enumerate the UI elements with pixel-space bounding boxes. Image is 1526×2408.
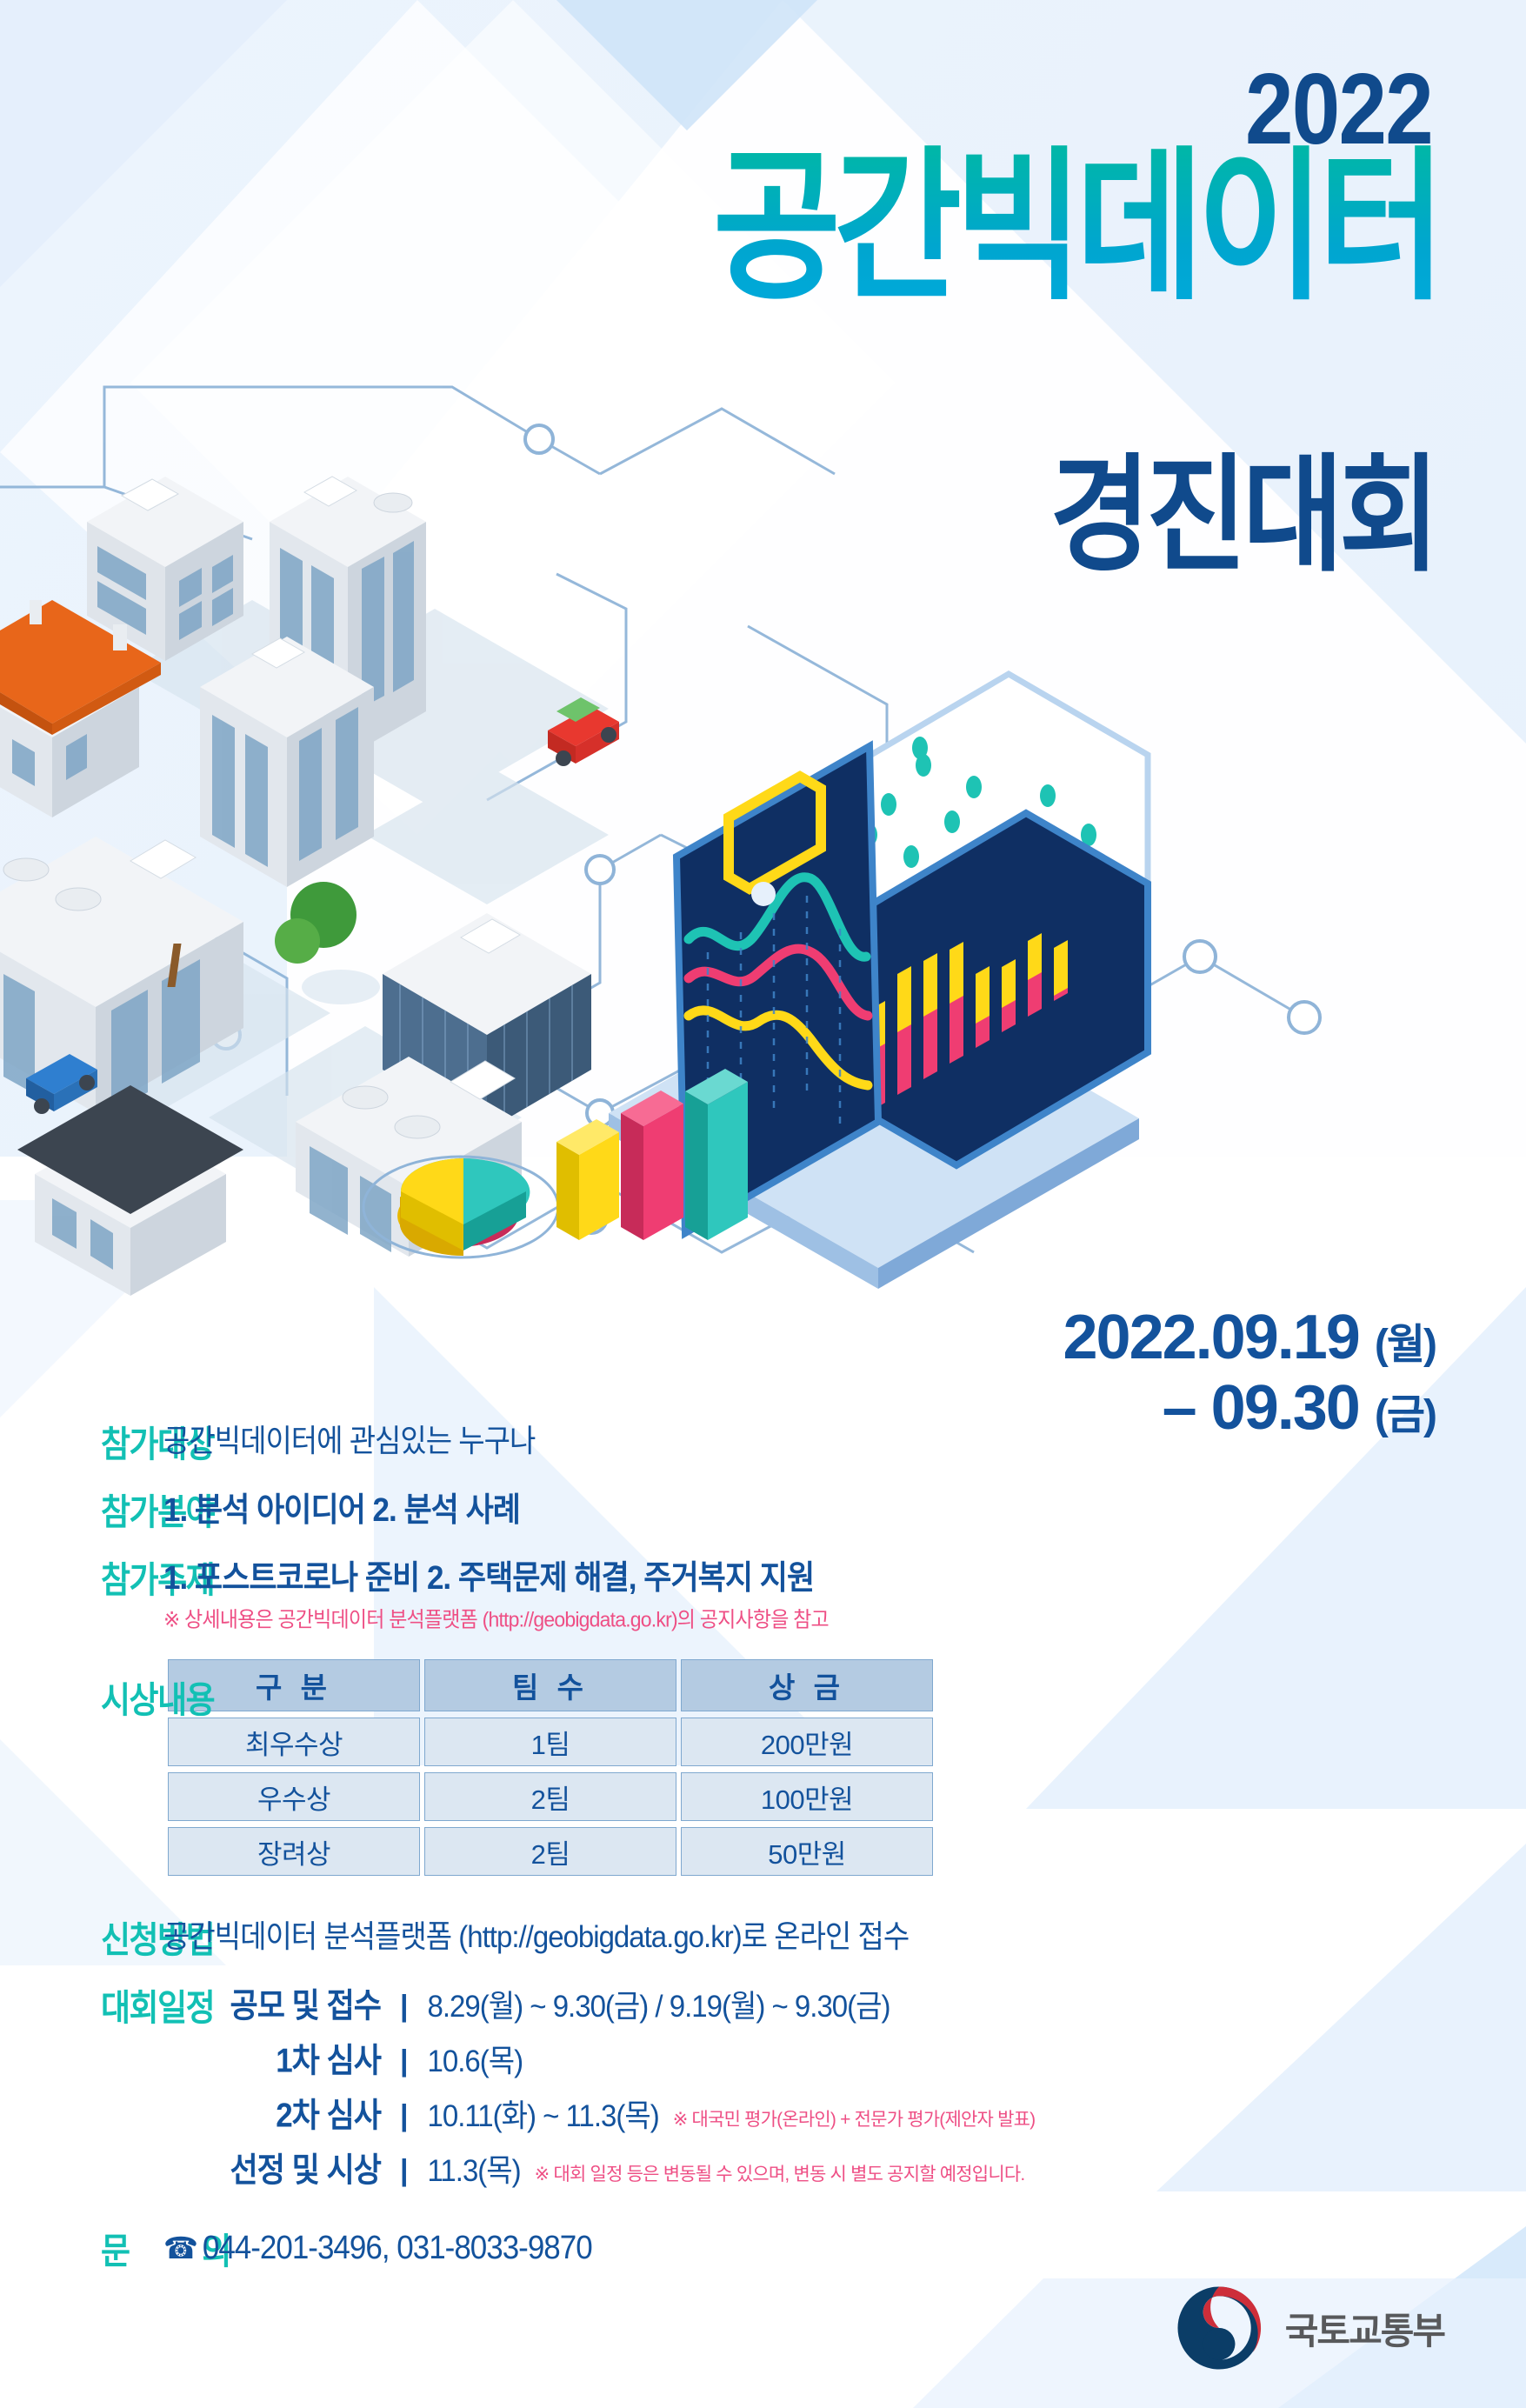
wide-complex [0, 837, 243, 1113]
value-target: 공간빅데이터에 관심있는 누구나 [163, 1423, 536, 1458]
schedule-value: 10.6(목) [427, 2043, 524, 2078]
note-theme: ※ 상세내용은 공간빅데이터 분석플랫폼 (http://geobigdata.… [163, 1607, 830, 1631]
theme-group: 1. 포스트코로나 준비 2. 주택문제 해결, 주거복지 지원 ※ 상세내용은… [163, 1553, 830, 1632]
schedule-value: 10.11(화) ~ 11.3(목) [427, 2098, 660, 2133]
pie-chart-3d [362, 1155, 560, 1259]
ministry-name: 국토교통부 [1284, 2310, 1446, 2351]
bar-chart-3d [556, 1069, 748, 1240]
schedule-item-0: 공모 및 접수 | 8.29(월) ~ 9.30(금) / 9.19(월) ~ … [163, 1981, 1035, 2025]
schedule-divider: | [400, 2099, 409, 2132]
table-row: 우수상 2팀 100만원 [168, 1772, 933, 1821]
telephone-icon: ☎ [163, 2231, 198, 2265]
bar-chart-panel [871, 933, 1068, 1111]
building-shadows [0, 600, 609, 1209]
event-date-end: – 09.30 [1162, 1372, 1361, 1443]
glass-building [383, 913, 591, 1131]
schedule-divider: | [400, 2154, 409, 2187]
row-theme: 참가주제 1. 포스트코로나 준비 2. 주택문제 해결, 주거복지 지원 ※ … [0, 1553, 1526, 1632]
awards-cell-teams: 1팀 [424, 1718, 676, 1766]
schedule-note: ※ 대국민 평가(온라인) + 전문가 평가(제안자 발표) [672, 2110, 1036, 2130]
awards-cell-teams: 2팀 [424, 1772, 676, 1821]
contact-phone-number: 044-201-3496, 031-8033-9870 [202, 2229, 593, 2266]
folder-icon [723, 770, 826, 906]
row-field: 참가분야 1. 분석 아이디어 2. 분석 사례 [0, 1485, 1526, 1532]
event-date-start: 2022.09.19 [1063, 1303, 1360, 1372]
row-contact: 문 의 ☎ 044-201-3496, 031-8033-9870 [0, 2225, 1526, 2271]
poster-year: 2022 [1244, 52, 1434, 165]
label-target: 참가대상 [101, 1424, 216, 1464]
label-field: 참가분야 [101, 1491, 216, 1532]
value-field: 1. 분석 아이디어 2. 분석 사례 [163, 1491, 521, 1529]
row-apply: 신청방법 공간빅데이터 분석플랫폼 (http://geobigdata.go.… [0, 1913, 1526, 1960]
schedule-divider: | [400, 1990, 409, 2023]
awards-cell-prize: 50만원 [681, 1827, 933, 1876]
event-date-block: 2022.09.19 (월) – 09.30 (금) [1063, 1303, 1437, 1444]
house-orange-roof [0, 600, 161, 817]
schedule-list: 공모 및 접수 | 8.29(월) ~ 9.30(금) / 9.19(월) ~ … [163, 1981, 1036, 2190]
house-gray-roof [17, 1085, 243, 1296]
table-row: 최우수상 1팀 200만원 [168, 1718, 933, 1766]
schedule-item-1: 1차 심사 | 10.6(목) [163, 2036, 1035, 2080]
schedule-note: ※ 대회 일정 등은 변동될 수 있으며, 변동 시 별도 공지할 예정입니다. [534, 2165, 1026, 2185]
event-date-end-dow: (금) [1374, 1391, 1437, 1438]
poster-title-sub: 경진대회 [1050, 444, 1440, 587]
laptop-illustration [609, 670, 1151, 1289]
contact-phone-group: ☎ 044-201-3496, 031-8033-9870 [163, 2229, 593, 2266]
awards-cell-prize: 100만원 [681, 1772, 933, 1821]
awards-table-header-row: 구 분 팀 수 상 금 [168, 1659, 933, 1711]
row-schedule: 대회일정 공모 및 접수 | 8.29(월) ~ 9.30(금) / 9.19(… [0, 1981, 1526, 2190]
poster-title-main: 공간빅데이터 [712, 135, 1446, 319]
event-date-line-2: – 09.30 (금) [1063, 1372, 1437, 1444]
awards-th-prize: 상 금 [681, 1659, 933, 1711]
low-building [296, 1057, 522, 1257]
label-contact: 문 의 [101, 2231, 263, 2271]
label-theme: 참가주제 [101, 1559, 216, 1600]
schedule-name: 2차 심사 [276, 2097, 382, 2135]
awards-th-category: 구 분 [168, 1659, 420, 1711]
info-body: 참가대상 공간빅데이터에 관심있는 누구나 참가분야 1. 분석 아이디어 2.… [0, 1417, 1526, 2275]
schedule-name: 1차 심사 [276, 2042, 382, 2080]
schedule-value: 8.29(월) ~ 9.30(금) / 9.19(월) ~ 9.30(금) [427, 1988, 891, 2024]
data-dots [773, 737, 1096, 946]
line-chart-panel [683, 872, 873, 1091]
label-awards: 시상내용 [101, 1680, 216, 1721]
taegeuk-icon [1177, 2286, 1261, 2370]
event-date-line-1: 2022.09.19 (월) [1063, 1303, 1437, 1373]
value-theme: 1. 포스트코로나 준비 2. 주택문제 해결, 주거복지 지원 [163, 1559, 815, 1597]
office-building-a [87, 477, 243, 661]
table-row: 장려상 2팀 50만원 [168, 1827, 933, 1876]
schedule-item-3: 선정 및 시상 | 11.3(목) ※ 대회 일정 등은 변동될 수 있으며, … [163, 2145, 1035, 2190]
blue-truck-icon [26, 1054, 97, 1114]
value-apply: 공간빅데이터 분석플랫폼 (http://geobigdata.go.kr)로 … [163, 1918, 910, 1954]
mid-building [200, 637, 374, 887]
awards-cell-category: 우수상 [168, 1772, 420, 1821]
schedule-name: 공모 및 접수 [230, 1987, 382, 2025]
row-target: 참가대상 공간빅데이터에 관심있는 누구나 [0, 1417, 1526, 1464]
awards-th-teams: 팀 수 [424, 1659, 676, 1711]
apartment-tower [270, 476, 426, 757]
schedule-divider: | [400, 2044, 409, 2078]
awards-cell-prize: 200만원 [681, 1718, 933, 1766]
awards-cell-category: 장려상 [168, 1827, 420, 1876]
label-schedule: 대회일정 [101, 1987, 216, 2028]
row-awards: 시상내용 구 분 팀 수 상 금 최우수상 1팀 200만원 [0, 1653, 1526, 1882]
event-date-start-dow: (월) [1374, 1322, 1437, 1368]
red-truck-icon [548, 697, 619, 766]
awards-cell-teams: 2팀 [424, 1827, 676, 1876]
ministry-logo-group: 국토교통부 [1172, 2281, 1446, 2375]
awards-table: 구 분 팀 수 상 금 최우수상 1팀 200만원 우수상 2팀 100만원 [163, 1653, 937, 1882]
schedule-name: 선정 및 시상 [230, 2151, 382, 2190]
awards-cell-category: 최우수상 [168, 1718, 420, 1766]
schedule-value: 11.3(목) [427, 2152, 522, 2188]
schedule-item-2: 2차 심사 | 10.11(화) ~ 11.3(목) ※ 대국민 평가(온라인)… [163, 2091, 1036, 2135]
tree-icon [167, 882, 380, 1004]
label-apply: 신청방법 [101, 1919, 216, 1960]
